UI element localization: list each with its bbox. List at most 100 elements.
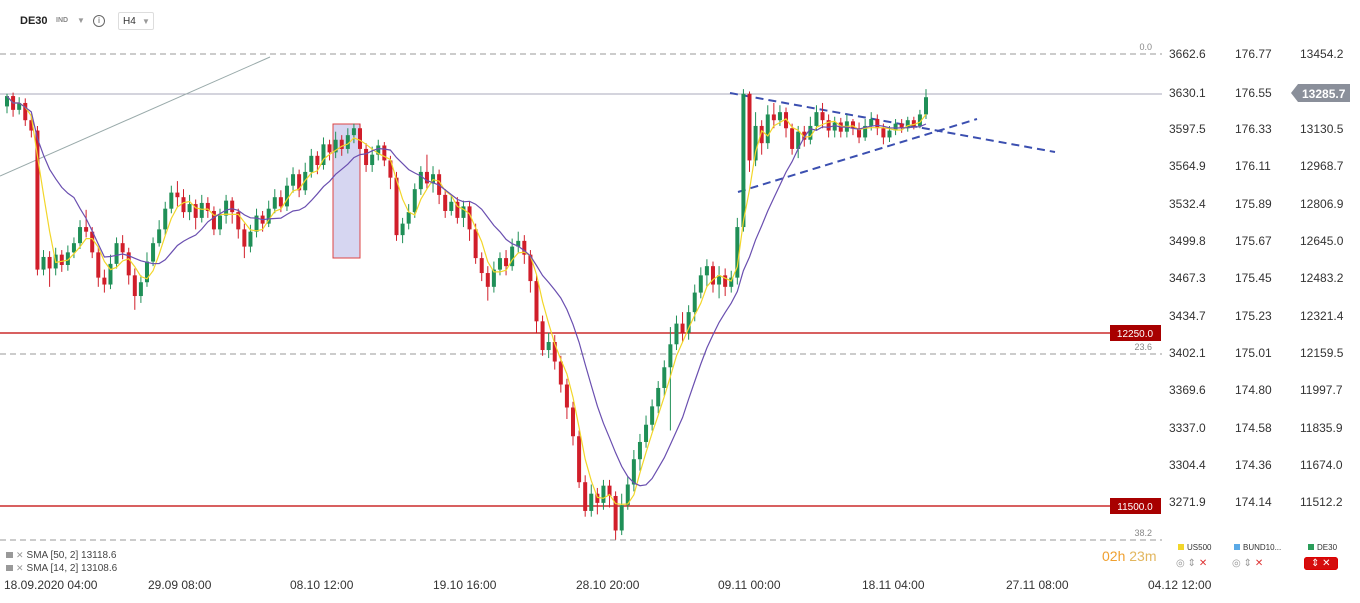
candle-body	[510, 246, 515, 267]
candle-body	[668, 344, 673, 368]
candle-body	[613, 495, 618, 531]
candle-body	[175, 192, 180, 198]
instrument-de30[interactable]: DE30 ⇕ ✕	[1298, 540, 1360, 574]
time-tick-label: 18.11 04:00	[862, 578, 925, 592]
price-tick-label: 3597.5	[1169, 122, 1206, 136]
candle-body	[412, 189, 417, 213]
candle-body	[546, 341, 551, 351]
candle-body	[333, 139, 338, 153]
candle-body	[431, 174, 436, 184]
candle-body	[230, 200, 235, 213]
candle-countdown: 02h 23m	[1102, 548, 1156, 564]
legend-row-sma14[interactable]: ✕ SMA [14, 2] 13108.6	[6, 562, 117, 575]
candle-body	[163, 208, 168, 230]
candle-body	[284, 185, 289, 207]
candle-body	[704, 266, 709, 276]
candle-body	[41, 256, 46, 270]
candle-body	[224, 200, 229, 216]
candle-body	[65, 252, 70, 265]
color-swatch	[1234, 544, 1240, 550]
price-tick-label: 3434.7	[1169, 309, 1206, 323]
candle-body	[370, 154, 375, 166]
candle-body	[625, 484, 630, 506]
sma14-label: SMA [14, 2]	[26, 563, 79, 574]
de30-tick-label: 13130.5	[1300, 122, 1344, 136]
candle-body	[321, 144, 326, 166]
candle-body	[741, 93, 746, 228]
candle-body	[376, 145, 381, 155]
reorder-icon[interactable]: ⇕	[1243, 558, 1252, 569]
candle-body	[394, 177, 399, 236]
close-icon[interactable]: ✕	[1198, 558, 1208, 569]
candle-body	[747, 93, 752, 161]
info-icon[interactable]: i	[93, 15, 105, 27]
candle-body	[869, 119, 874, 126]
eye-icon[interactable]: ◎	[1232, 558, 1241, 569]
candle-body	[272, 197, 277, 209]
legend-row-sma50[interactable]: ✕ SMA [50, 2] 13118.6	[6, 549, 117, 562]
time-tick-label: 19.10 16:00	[433, 578, 497, 592]
candle-body	[905, 120, 910, 129]
close-icon[interactable]: ✕	[1254, 558, 1264, 569]
candle-body	[388, 160, 393, 178]
chart-grid: 0.0 23.6 38.2	[0, 42, 1162, 541]
candle-body	[400, 223, 405, 236]
de30-tick-label: 11835.9	[1300, 421, 1343, 435]
candle-body	[601, 485, 606, 503]
instrument-us500[interactable]: US500 ◎ ⇕ ✕	[1170, 540, 1246, 574]
candle-body	[406, 212, 411, 224]
candle-body	[735, 227, 740, 278]
chevron-down-icon[interactable]: ▼	[77, 16, 85, 25]
candle-body	[309, 155, 314, 172]
price-tick-label: 3402.1	[1169, 346, 1206, 360]
us500-tick-label: 174.36	[1235, 458, 1272, 472]
candle-body	[820, 112, 825, 121]
sma-14-line	[6, 95, 927, 505]
price-tick-label: 3532.4	[1169, 197, 1206, 211]
us500-tick-label: 176.55	[1235, 86, 1272, 100]
candle-body	[278, 197, 283, 207]
instrument-bund10[interactable]: BUND10... ◎ ⇕ ✕	[1226, 540, 1302, 574]
us500-tick-label: 176.77	[1235, 47, 1272, 61]
candle-body	[564, 384, 569, 408]
symbol-label[interactable]: DE30	[20, 15, 48, 27]
sma50-label: SMA [50, 2]	[26, 550, 79, 561]
candle-body	[291, 174, 296, 186]
close-icon[interactable]: ✕	[16, 550, 24, 560]
price-tick-label: 3662.6	[1169, 47, 1206, 61]
candle-body	[832, 122, 837, 131]
candle-body	[35, 130, 40, 270]
candle-body	[893, 123, 898, 131]
active-instrument-controls[interactable]: ⇕ ✕	[1304, 557, 1338, 570]
candle-body	[327, 144, 332, 153]
time-axis: 18.09.2020 04:00 29.09 08:00 08.10 12:00 19…	[4, 578, 1212, 592]
candle-body	[637, 441, 642, 460]
sma50-value: 13118.6	[81, 550, 117, 561]
candle-body	[485, 273, 490, 287]
candle-body	[656, 387, 661, 407]
candle-body	[692, 292, 697, 313]
candle-body	[467, 206, 472, 230]
candle-body	[808, 125, 813, 140]
timeframe-select[interactable]: H4 ▼	[118, 12, 154, 30]
candle-body	[151, 243, 156, 262]
eye-icon[interactable]: ◎	[1176, 558, 1185, 569]
moving-averages	[6, 95, 927, 505]
candle-body	[345, 135, 350, 149]
candle-body	[157, 229, 162, 244]
candle-body	[595, 493, 600, 503]
price-tick-label: 3499.8	[1169, 234, 1206, 248]
candle-body	[71, 243, 76, 253]
color-swatch	[1178, 544, 1184, 550]
time-tick-label: 27.11 08:00	[1006, 578, 1069, 592]
current-price-value: 13285.7	[1302, 87, 1346, 101]
candle-body	[686, 312, 691, 333]
candle-body	[120, 243, 125, 253]
candle-body	[102, 277, 107, 285]
close-icon[interactable]: ✕	[16, 563, 24, 573]
current-price-tag	[1291, 84, 1350, 102]
candle-body	[571, 407, 576, 437]
candle-body	[126, 252, 131, 276]
reorder-icon[interactable]: ⇕	[1187, 558, 1196, 569]
